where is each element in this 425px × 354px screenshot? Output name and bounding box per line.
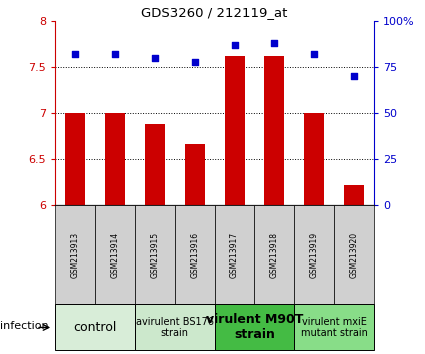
Point — [191, 59, 198, 64]
Text: GSM213918: GSM213918 — [270, 232, 279, 278]
Bar — [224, 56, 244, 205]
Bar — [344, 185, 364, 205]
Point — [151, 55, 158, 61]
Bar — [145, 124, 165, 205]
Point — [351, 74, 357, 79]
Point — [311, 52, 317, 57]
Text: avirulent BS176
strain: avirulent BS176 strain — [136, 316, 214, 338]
Point — [112, 52, 119, 57]
Text: GSM213917: GSM213917 — [230, 232, 239, 278]
Bar — [185, 144, 205, 205]
Text: GSM213915: GSM213915 — [150, 232, 159, 278]
Point — [72, 52, 79, 57]
Text: GSM213920: GSM213920 — [350, 232, 359, 278]
Text: control: control — [74, 321, 117, 334]
Bar — [304, 113, 324, 205]
Title: GDS3260 / 212119_at: GDS3260 / 212119_at — [142, 6, 288, 19]
Text: virulent M90T
strain: virulent M90T strain — [206, 313, 303, 342]
Text: GSM213913: GSM213913 — [71, 232, 79, 278]
Bar — [65, 113, 85, 205]
Point — [271, 40, 278, 46]
Text: GSM213916: GSM213916 — [190, 232, 199, 278]
Text: GSM213914: GSM213914 — [110, 232, 119, 278]
Bar — [105, 113, 125, 205]
Text: infection: infection — [0, 321, 48, 331]
Bar — [264, 56, 284, 205]
Text: GSM213919: GSM213919 — [310, 232, 319, 278]
Point — [231, 42, 238, 48]
Text: virulent mxiE
mutant strain: virulent mxiE mutant strain — [301, 316, 368, 338]
